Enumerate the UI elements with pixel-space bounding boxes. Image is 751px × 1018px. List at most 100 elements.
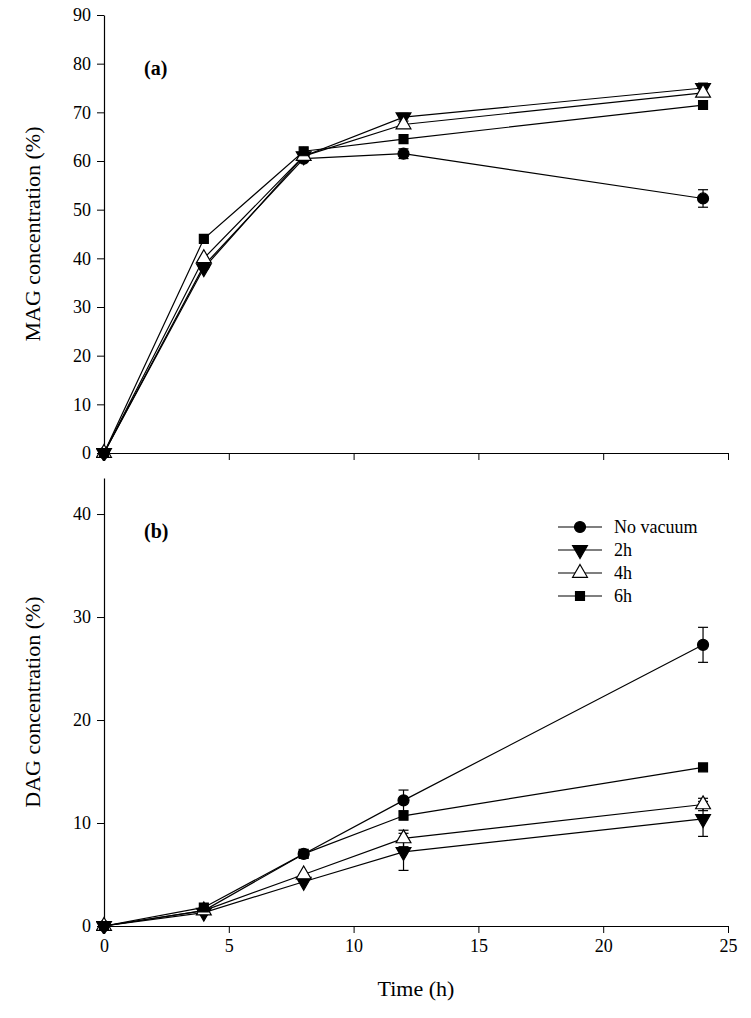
y-axis-title: DAG concentration (%): [20, 596, 45, 807]
error-bar-cap: [399, 846, 409, 847]
legend-label: 6h: [614, 586, 632, 606]
y-tick: 50: [73, 200, 104, 220]
x-tick-mark: [728, 926, 729, 933]
data-point: [696, 84, 711, 97]
x-tick: 10: [345, 926, 363, 956]
data-point: [698, 193, 709, 204]
x-tick-mark: [229, 926, 230, 933]
x-tick-label: 20: [595, 936, 613, 956]
y-tick-label: 40: [73, 504, 91, 524]
error-bar-cap: [399, 789, 409, 790]
y-tick-mark: [97, 15, 104, 16]
series-line: [104, 645, 703, 926]
data-point: [100, 449, 109, 458]
y-tick: 80: [73, 54, 104, 74]
x-tick: 25: [720, 926, 738, 956]
error-bar-cap: [698, 627, 708, 628]
y-tick-label: 30: [73, 607, 91, 627]
legend-marker: [575, 522, 586, 533]
data-point: [296, 866, 311, 879]
x-tick: [728, 453, 729, 460]
legend-entry: 4h: [558, 563, 632, 583]
data-point: [299, 849, 308, 858]
legend: No vacuum2h4h6h: [558, 517, 697, 606]
series-line: [104, 154, 703, 453]
error-bar-cap: [698, 207, 708, 208]
x-axis-title: Time (h): [378, 976, 455, 1001]
y-tick: 70: [73, 103, 104, 123]
x-tick: 5: [225, 926, 234, 956]
y-tick-label: 40: [73, 249, 91, 269]
x-axis: 0510152025: [100, 926, 738, 956]
y-tick: 10: [73, 813, 104, 833]
y-tick-label: 10: [73, 395, 91, 415]
data-point: [699, 101, 708, 110]
legend-marker: [573, 564, 588, 577]
data-point: [696, 815, 711, 828]
data-point: [99, 448, 110, 459]
y-tick-mark: [97, 307, 104, 308]
y-tick-mark: [97, 514, 104, 515]
data-point: [299, 147, 308, 156]
data-point: [99, 921, 110, 932]
legend-label: 2h: [614, 540, 632, 560]
x-tick-mark: [603, 926, 604, 933]
series-line: [104, 804, 703, 926]
x-axis-line: [105, 453, 729, 454]
data-point: [696, 84, 711, 97]
y-tick-label: 20: [73, 346, 91, 366]
data-point: [396, 848, 411, 861]
x-axis: [105, 453, 729, 460]
x-tick-mark: [478, 453, 479, 460]
legend-marker: [573, 546, 588, 559]
x-tick: [603, 453, 604, 460]
data-point: [398, 795, 409, 806]
y-tick-label: 10: [73, 813, 91, 833]
y-tick: 30: [73, 297, 104, 317]
x-tick-mark: [603, 453, 604, 460]
y-axis: 010203040: [73, 479, 105, 937]
x-tick-label: 15: [470, 936, 488, 956]
y-tick-label: 0: [82, 443, 91, 463]
data-point: [298, 848, 309, 859]
x-tick: 15: [470, 926, 488, 956]
x-tick: [229, 453, 230, 460]
series-line: [104, 93, 703, 453]
y-tick-mark: [97, 112, 104, 113]
y-tick-mark: [97, 720, 104, 721]
y-tick-label: 80: [73, 54, 91, 74]
plot-area: [97, 83, 711, 461]
chart-svg: 0102030405060708090(a)MAG concentration …: [0, 0, 751, 1018]
y-tick: 30: [73, 607, 104, 627]
y-tick-label: 0: [82, 916, 91, 936]
legend-label: 4h: [614, 563, 632, 583]
x-tick-mark: [354, 453, 355, 460]
series-line: [104, 105, 703, 453]
y-tick-label: 30: [73, 297, 91, 317]
x-tick: [354, 453, 355, 460]
y-tick-mark: [97, 161, 104, 162]
data-point: [100, 922, 109, 931]
panel-label: (b): [144, 520, 168, 543]
y-tick-mark: [97, 356, 104, 357]
y-axis-line: [104, 479, 105, 927]
error-bar: [399, 790, 409, 811]
panel-label: (a): [144, 57, 167, 80]
legend-marker: [576, 592, 585, 601]
chart-container: 0102030405060708090(a)MAG concentration …: [0, 0, 751, 1018]
data-point: [97, 444, 112, 457]
y-tick: 90: [73, 5, 104, 25]
data-point: [97, 917, 112, 930]
x-tick-label: 25: [720, 936, 738, 956]
y-tick: 40: [73, 504, 104, 524]
y-tick-mark: [97, 64, 104, 65]
data-point: [696, 796, 711, 809]
y-tick: 20: [73, 346, 104, 366]
x-tick-mark: [478, 926, 479, 933]
data-point: [196, 264, 211, 277]
y-tick-label: 50: [73, 200, 91, 220]
series-line: [104, 767, 703, 926]
data-point: [196, 250, 211, 263]
data-point: [199, 903, 208, 912]
x-tick-mark: [354, 926, 355, 933]
